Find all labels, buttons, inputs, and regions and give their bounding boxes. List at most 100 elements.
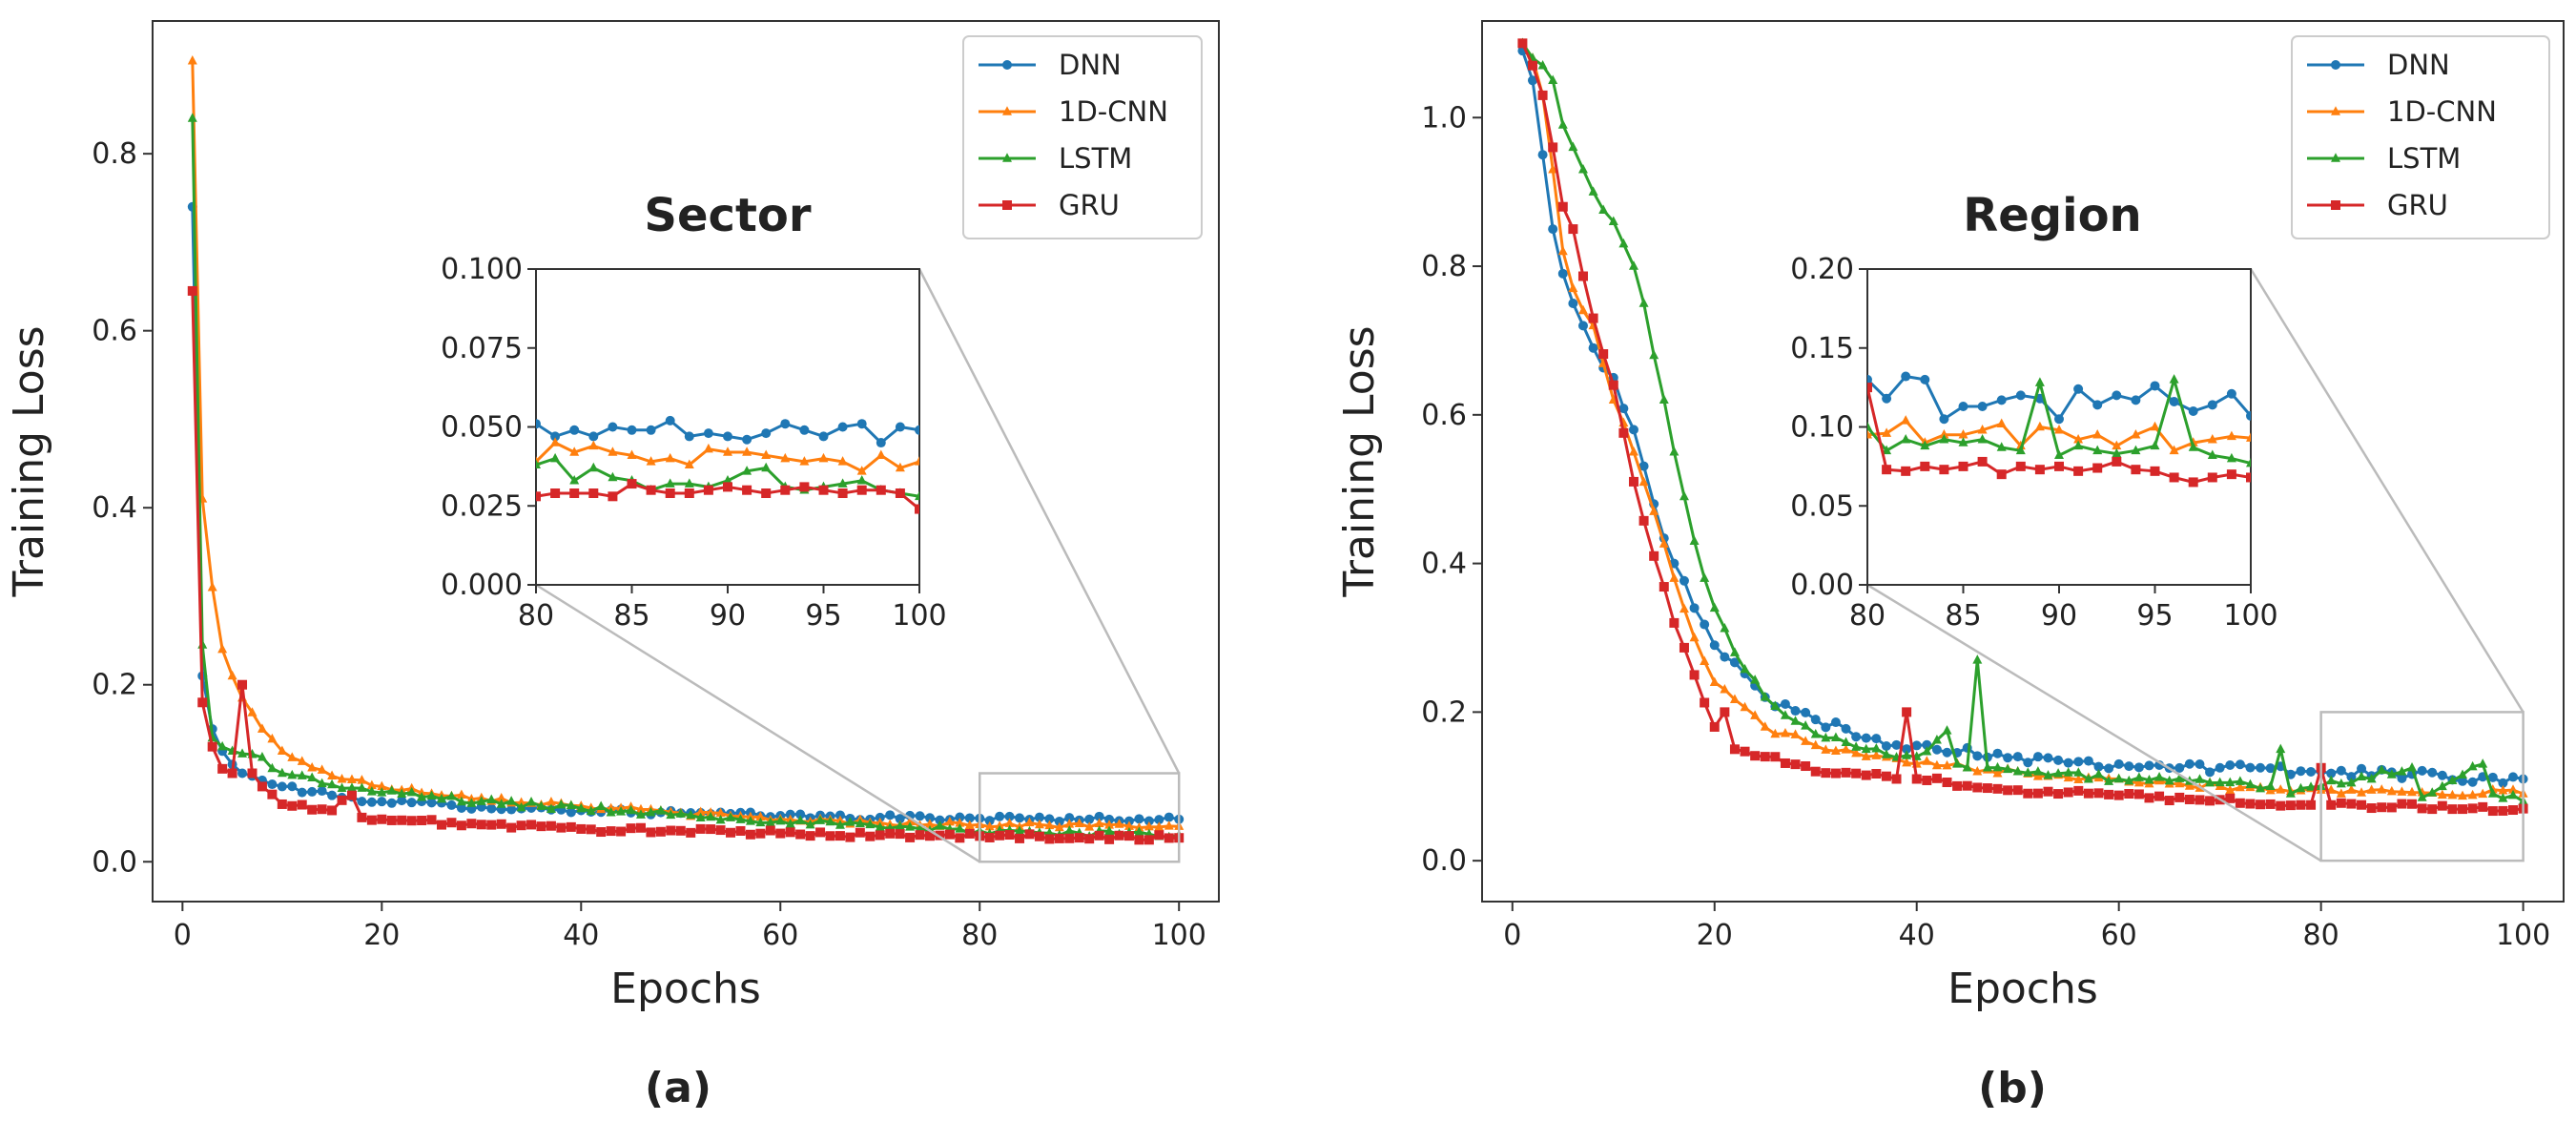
data-point bbox=[795, 815, 806, 824]
series-line bbox=[1521, 42, 2524, 813]
y-tick-label: 0.4 bbox=[92, 491, 137, 525]
data-point bbox=[1164, 812, 1174, 822]
inset-data-point bbox=[2226, 469, 2236, 480]
inset-data-point bbox=[742, 434, 752, 445]
data-point bbox=[1577, 164, 1588, 174]
data-point bbox=[2133, 762, 2144, 773]
inset-data-point bbox=[2131, 395, 2141, 405]
inset-data-point bbox=[2226, 452, 2236, 463]
inset-data-point bbox=[837, 456, 848, 466]
zoom-box bbox=[978, 772, 1181, 863]
series-gru bbox=[1517, 38, 2528, 817]
data-point bbox=[2478, 758, 2488, 768]
data-point bbox=[307, 761, 318, 772]
inset-data-point bbox=[1977, 433, 1988, 444]
data-point bbox=[2467, 777, 2478, 787]
data-point bbox=[257, 781, 267, 792]
data-point bbox=[2104, 763, 2114, 774]
data-point bbox=[785, 827, 795, 838]
data-point bbox=[2397, 799, 2407, 809]
data-point bbox=[397, 796, 407, 806]
data-point bbox=[2083, 788, 2093, 799]
data-point bbox=[2427, 767, 2438, 778]
y-tick-label: 0.0 bbox=[1421, 844, 1467, 878]
inset-data-point bbox=[915, 425, 919, 435]
data-point bbox=[755, 811, 766, 821]
data-point bbox=[1780, 728, 1790, 737]
x-tick-label: 60 bbox=[762, 919, 798, 952]
data-point bbox=[317, 764, 327, 774]
data-point bbox=[556, 822, 567, 833]
legend: DNN 1D-CNN LSTM GRU bbox=[2291, 35, 2550, 239]
data-point bbox=[2508, 784, 2519, 794]
data-point bbox=[1810, 715, 1821, 725]
data-point bbox=[2154, 771, 2165, 781]
data-point bbox=[2296, 799, 2306, 810]
data-point bbox=[1830, 717, 1841, 728]
data-point bbox=[1972, 751, 1983, 761]
data-point bbox=[2265, 799, 2276, 809]
data-point bbox=[2195, 758, 2205, 769]
data-point bbox=[2336, 788, 2346, 798]
inset-x-tick-label: 90 bbox=[710, 599, 746, 633]
inset-data-point bbox=[646, 456, 656, 466]
data-point bbox=[706, 824, 716, 835]
data-point bbox=[337, 795, 347, 805]
data-point bbox=[357, 782, 367, 792]
inset-data-point bbox=[608, 491, 618, 502]
legend-entry: GRU bbox=[979, 189, 1120, 221]
data-point bbox=[1911, 774, 1922, 784]
data-point bbox=[2195, 795, 2205, 805]
data-point bbox=[406, 816, 417, 826]
data-point bbox=[496, 792, 506, 802]
legend-label: LSTM bbox=[1059, 142, 1132, 175]
data-point bbox=[995, 811, 1005, 821]
inset-data-point bbox=[780, 485, 791, 495]
data-point bbox=[2256, 762, 2266, 773]
data-point bbox=[1659, 394, 1669, 404]
inset-data-point bbox=[2169, 445, 2179, 455]
inset-data-point bbox=[723, 475, 732, 485]
inset-data-point bbox=[684, 478, 694, 488]
data-point bbox=[1114, 830, 1124, 841]
inset-data-point bbox=[856, 419, 867, 429]
data-point bbox=[1054, 821, 1064, 832]
data-point bbox=[2397, 786, 2407, 796]
data-point bbox=[1649, 506, 1659, 515]
data-point bbox=[2124, 789, 2134, 799]
data-point bbox=[745, 816, 755, 825]
data-point bbox=[1729, 647, 1740, 656]
data-point bbox=[377, 797, 387, 807]
data-point bbox=[1942, 759, 1952, 770]
data-point bbox=[1134, 814, 1144, 824]
data-point bbox=[1094, 818, 1104, 827]
inset-x-tick-label: 100 bbox=[892, 599, 946, 633]
data-point bbox=[1841, 767, 1851, 778]
inset-data-point bbox=[856, 485, 867, 495]
inset-series-1d-cnn bbox=[1867, 415, 2251, 455]
data-point bbox=[2296, 766, 2306, 777]
data-point bbox=[1902, 757, 1912, 767]
inset-data-point bbox=[2207, 433, 2217, 444]
data-point bbox=[616, 806, 627, 816]
data-point bbox=[955, 818, 965, 827]
data-point bbox=[1649, 349, 1659, 360]
data-point bbox=[456, 796, 466, 806]
inset-data-point bbox=[1996, 442, 2007, 451]
data-point bbox=[955, 823, 965, 833]
data-point bbox=[1004, 818, 1015, 827]
inset-data-point bbox=[837, 422, 848, 432]
inset-data-point bbox=[665, 478, 675, 488]
data-point bbox=[2357, 763, 2367, 774]
data-point bbox=[1780, 698, 1790, 709]
data-point bbox=[546, 797, 556, 806]
data-point bbox=[2346, 799, 2357, 809]
inset-data-point bbox=[723, 431, 732, 442]
data-point bbox=[1568, 224, 1578, 235]
data-point bbox=[905, 821, 916, 831]
data-point bbox=[944, 816, 955, 826]
data-point bbox=[2043, 770, 2053, 779]
inset-data-point bbox=[2073, 433, 2084, 444]
data-point bbox=[935, 830, 945, 841]
data-point bbox=[1134, 826, 1144, 836]
